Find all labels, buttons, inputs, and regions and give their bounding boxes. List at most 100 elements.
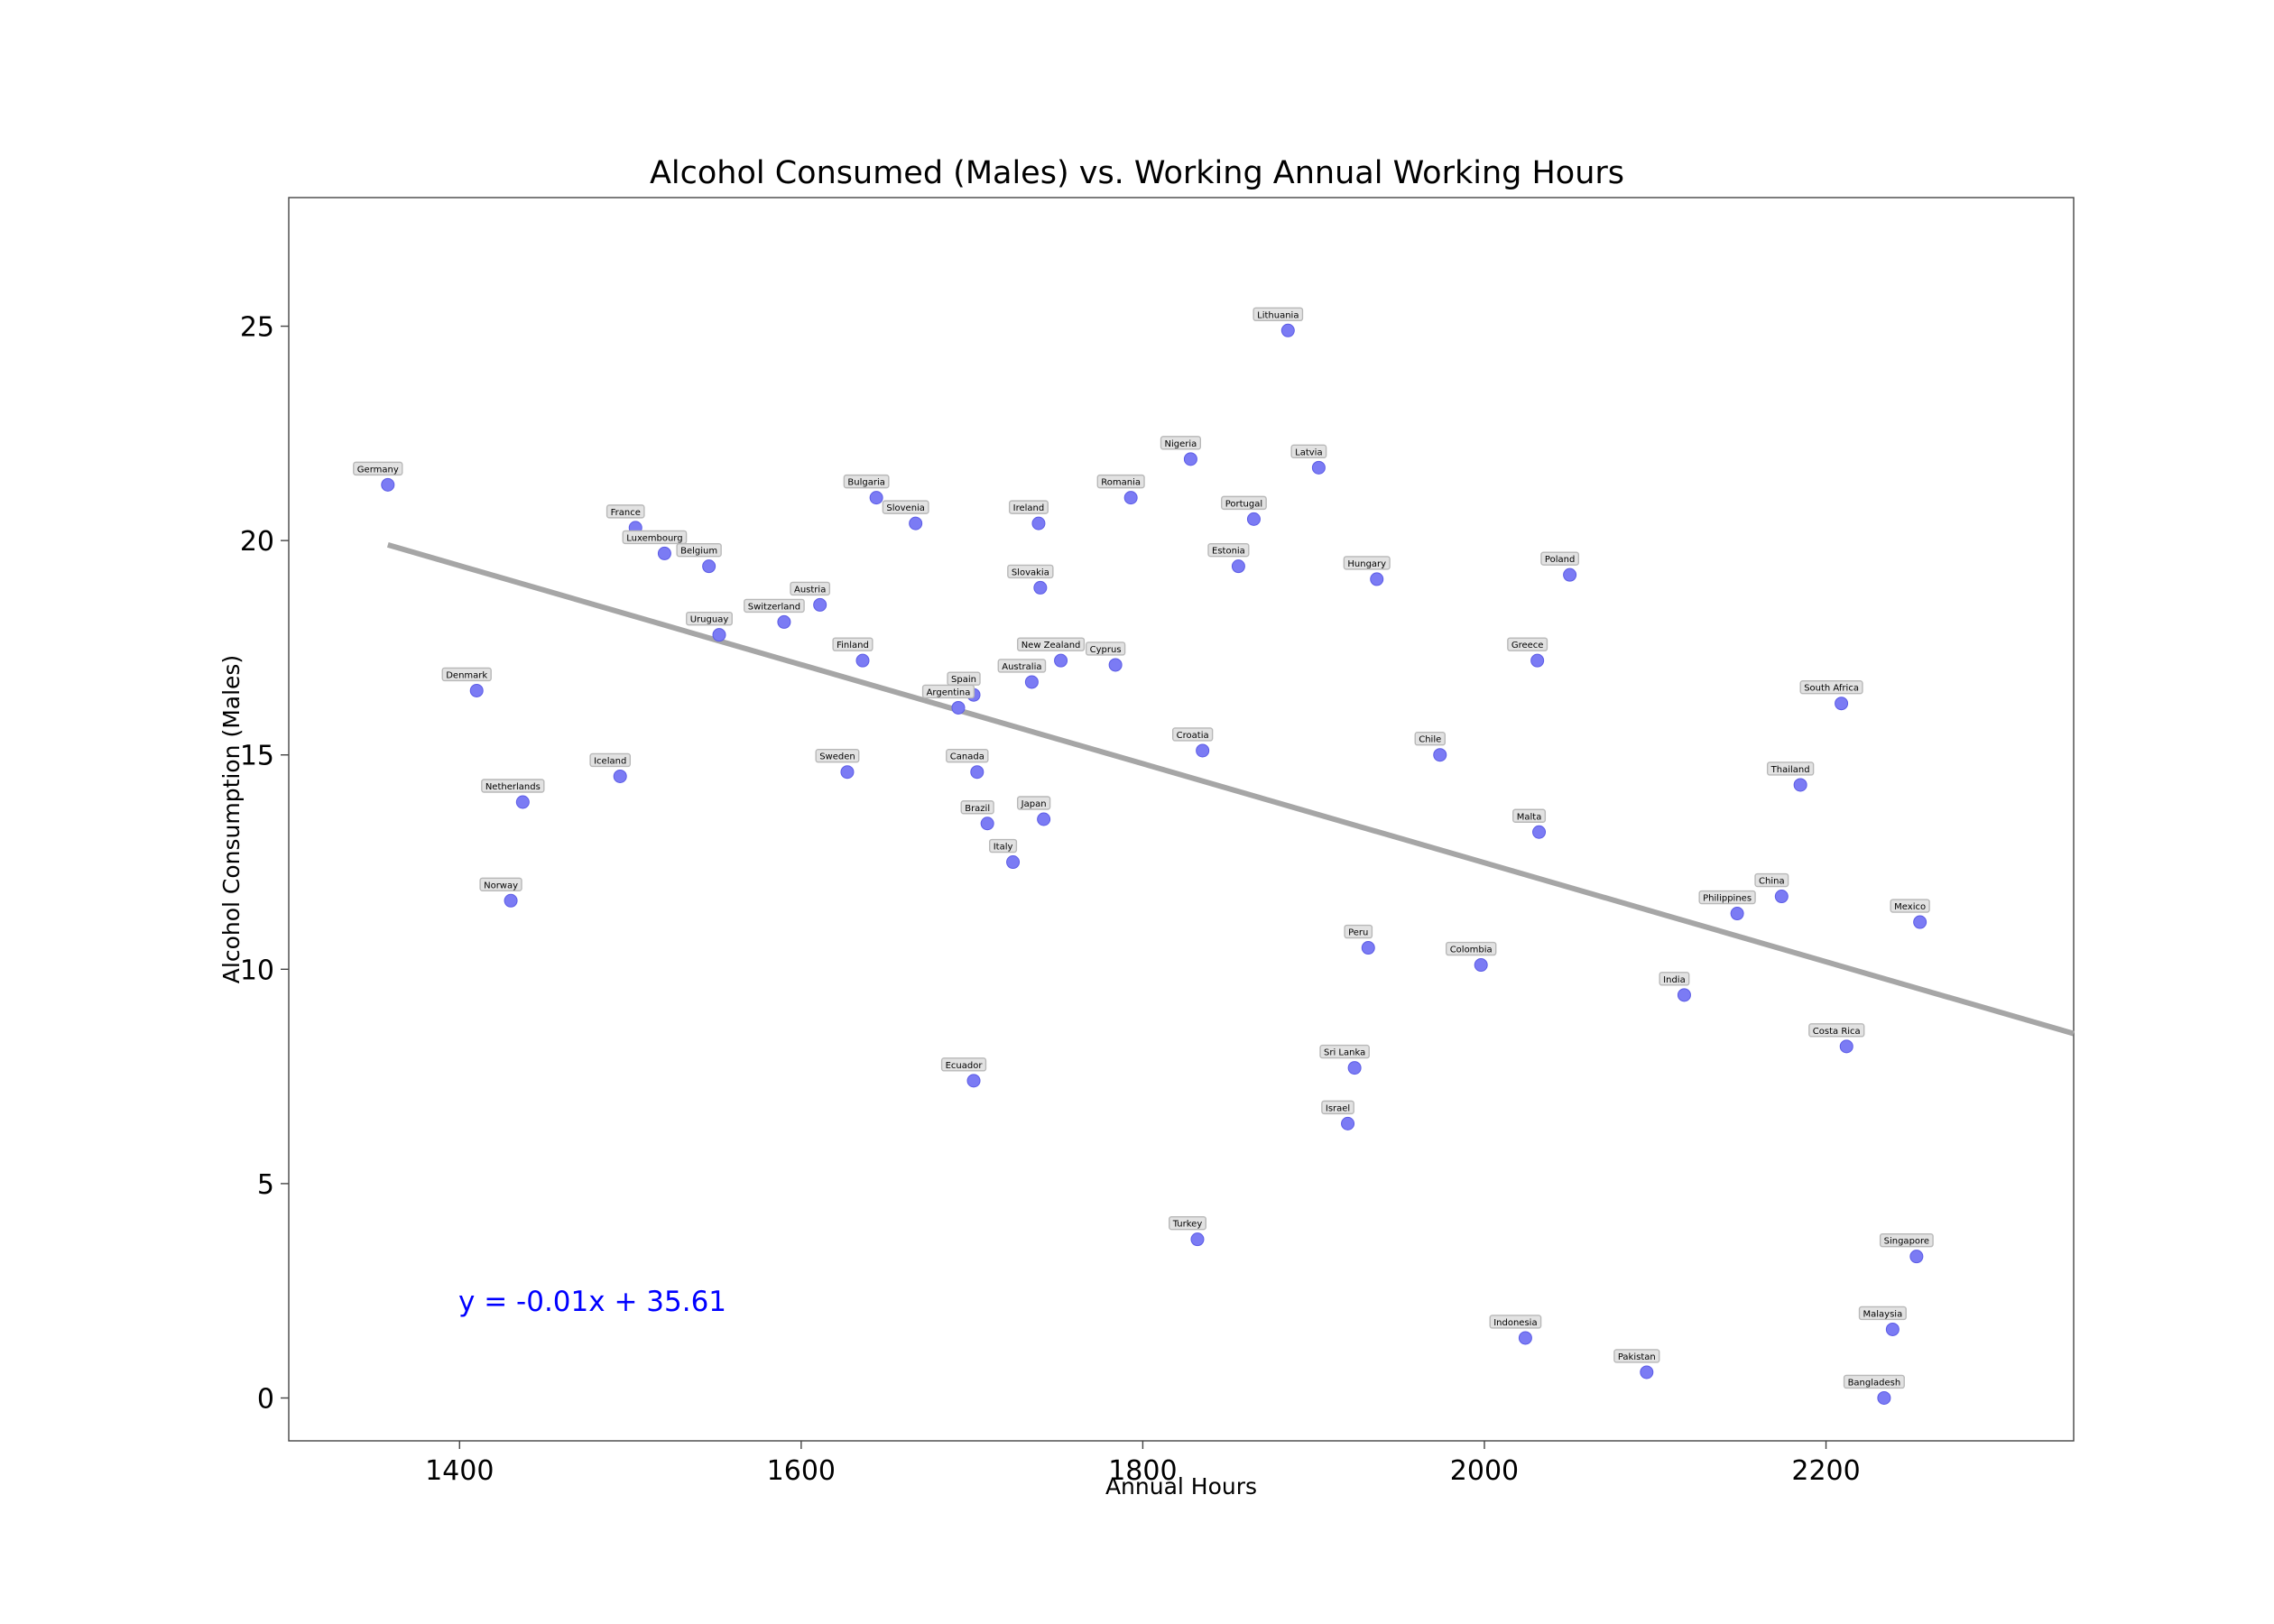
data-point <box>1835 697 1849 711</box>
point-label-text: Belgium <box>680 547 717 557</box>
data-point <box>909 516 923 531</box>
point-label-box <box>605 504 645 519</box>
data-point <box>1730 907 1744 921</box>
point-label: Peru <box>1344 924 1373 939</box>
point-label-text: Lithuania <box>1257 310 1299 320</box>
data-point <box>1885 1322 1900 1336</box>
data-point <box>1474 958 1488 973</box>
point-label-box <box>960 800 994 815</box>
data-point <box>1246 512 1261 526</box>
point-label-box <box>1016 637 1086 651</box>
data-point <box>1370 572 1384 586</box>
data-point <box>1640 1365 1654 1379</box>
point-label: Japan <box>1016 796 1051 810</box>
point-label: India <box>1659 972 1690 986</box>
point-label: Colombia <box>1445 941 1497 956</box>
x-tick-label: 2000 <box>1450 1455 1519 1487</box>
point-label: Sri Lanka <box>1319 1044 1370 1059</box>
point-label-box <box>1766 761 1815 776</box>
point-label-text: Thailand <box>1770 765 1810 775</box>
plot-frame <box>288 197 2075 1442</box>
point-label-box <box>1808 1023 1865 1038</box>
data-point <box>1518 1331 1532 1345</box>
point-label: Croatia <box>1171 727 1214 742</box>
point-label: New Zealand <box>1016 637 1086 651</box>
data-point <box>712 628 726 642</box>
point-label: Israel <box>1321 1100 1354 1115</box>
point-label-box <box>921 684 975 699</box>
point-label-text: Costa Rica <box>1813 1027 1861 1037</box>
data-point <box>1532 825 1547 839</box>
data-point <box>1037 812 1051 826</box>
point-label-box <box>479 877 522 891</box>
point-label-text: Finland <box>837 641 869 651</box>
point-label-text: Bulgaria <box>847 478 884 488</box>
point-label-text: Peru <box>1348 928 1368 938</box>
regression-equation: y = -0.01x + 35.61 <box>458 1286 726 1318</box>
point-label-text: Pakistan <box>1618 1352 1656 1362</box>
point-label-box <box>1843 1374 1905 1389</box>
point-label: Luxembourg <box>622 530 688 545</box>
point-label: Singapore <box>1879 1232 1934 1248</box>
point-label: China <box>1754 872 1789 888</box>
point-label-text: Cyprus <box>1090 645 1122 655</box>
data-point <box>970 765 984 780</box>
data-point <box>1913 915 1927 929</box>
data-point <box>840 765 855 780</box>
data-point <box>869 491 883 505</box>
point-label-box <box>1171 727 1214 742</box>
data-point <box>1909 1250 1924 1264</box>
y-tick-label: 25 <box>240 312 274 344</box>
data-point <box>1677 988 1691 1002</box>
data-point <box>1361 941 1375 955</box>
data-point <box>1031 516 1046 531</box>
point-label-text: Ireland <box>1013 503 1045 513</box>
point-label-text: New Zealand <box>1021 641 1081 651</box>
point-label-box <box>1698 890 1756 905</box>
data-point <box>381 477 395 492</box>
point-label-text: Australia <box>1002 662 1041 672</box>
data-point <box>702 559 716 574</box>
point-label-text: Ecuador <box>946 1061 984 1071</box>
point-label-text: Romania <box>1101 478 1141 488</box>
point-label-text: Malta <box>1517 812 1542 822</box>
data-point <box>1108 658 1123 672</box>
point-label-box <box>441 667 492 682</box>
point-label-text: Poland <box>1545 555 1575 565</box>
point-label: Thailand <box>1766 761 1815 776</box>
point-label-text: Sri Lanka <box>1324 1048 1365 1058</box>
data-point <box>1183 452 1197 466</box>
point-label: Sweden <box>815 749 860 763</box>
x-tick-label: 1600 <box>767 1455 836 1487</box>
data-point <box>1347 1061 1362 1075</box>
point-label-text: Bangladesh <box>1848 1378 1901 1388</box>
point-label: Austria <box>790 581 831 596</box>
point-label-box <box>946 749 989 763</box>
data-point <box>1877 1390 1891 1405</box>
point-label: Ireland <box>1008 500 1049 514</box>
data-point <box>951 700 966 715</box>
data-point <box>1433 748 1447 762</box>
point-label-box <box>676 542 722 558</box>
point-label-text: France <box>611 508 641 518</box>
point-label-text: Germany <box>357 465 399 475</box>
point-label: Indonesia <box>1489 1315 1542 1329</box>
data-point <box>1006 855 1021 870</box>
point-label-box <box>1096 474 1145 489</box>
data-point <box>1231 559 1245 574</box>
point-label: Slovenia <box>882 500 929 514</box>
point-label-text: Philippines <box>1703 894 1752 904</box>
point-label-text: Japan <box>1021 799 1047 809</box>
point-label-box <box>1754 872 1789 888</box>
point-label: Chile <box>1414 732 1446 746</box>
point-label-text: Iceland <box>594 756 626 766</box>
point-label-box <box>1343 556 1391 570</box>
point-label-text: Portugal <box>1225 499 1262 509</box>
point-label-box <box>989 838 1018 854</box>
data-point <box>777 614 791 629</box>
point-label-box <box>1489 1315 1542 1329</box>
point-label: Pakistan <box>1613 1349 1660 1363</box>
data-point <box>504 893 518 908</box>
point-label: Nigeria <box>1160 436 1202 450</box>
data-point <box>1530 653 1545 668</box>
